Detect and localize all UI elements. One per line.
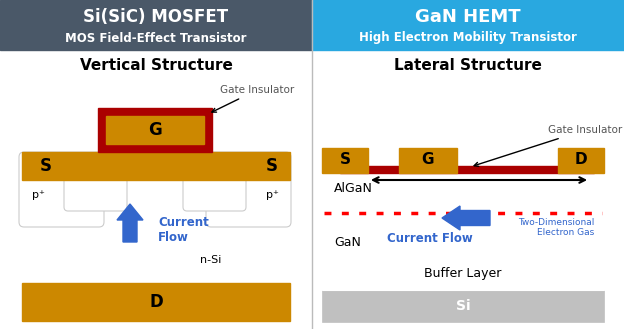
Text: Gate Insulator: Gate Insulator (212, 85, 295, 112)
Bar (106, 116, 204, 144)
Text: Lateral Structure: Lateral Structure (394, 58, 542, 72)
Bar (558, 148, 604, 173)
Bar (98, 108, 212, 152)
Text: Vertical Structure: Vertical Structure (80, 58, 232, 72)
FancyBboxPatch shape (206, 152, 291, 227)
Text: S: S (339, 153, 351, 167)
Bar (322, 258, 604, 290)
Bar (0, 0, 312, 50)
Text: D: D (149, 293, 163, 311)
Text: D: D (575, 153, 587, 167)
Text: p⁺: p⁺ (266, 190, 278, 200)
Text: n⁺: n⁺ (89, 170, 102, 180)
FancyBboxPatch shape (64, 153, 127, 211)
Text: High Electron Mobility Transistor: High Electron Mobility Transistor (359, 32, 577, 44)
Text: Current
Flow: Current Flow (158, 216, 209, 244)
Text: AlGaN: AlGaN (334, 182, 373, 194)
FancyBboxPatch shape (183, 153, 246, 211)
FancyArrow shape (442, 206, 490, 230)
Text: Buffer Layer: Buffer Layer (424, 267, 502, 281)
Bar (22, 152, 290, 180)
Text: S: S (266, 157, 278, 175)
Text: Gate Insulator: Gate Insulator (474, 125, 622, 166)
Text: n⁺: n⁺ (208, 170, 220, 180)
Bar (340, 166, 594, 173)
Text: G: G (148, 121, 162, 139)
Text: Si(SiC) MOSFET: Si(SiC) MOSFET (84, 8, 228, 26)
Bar (322, 290, 604, 322)
Bar (399, 148, 457, 173)
Text: p⁺: p⁺ (32, 190, 44, 200)
Text: Two-Dimensional
Electron Gas: Two-Dimensional Electron Gas (518, 218, 594, 238)
FancyArrow shape (117, 204, 143, 242)
Text: Si: Si (456, 299, 470, 313)
Bar (312, 0, 624, 50)
Text: G: G (422, 153, 434, 167)
Bar (22, 283, 290, 321)
Bar (322, 172, 604, 210)
Text: S: S (40, 157, 52, 175)
Bar (322, 148, 368, 173)
Text: GaN: GaN (334, 236, 361, 248)
Text: Current Flow: Current Flow (387, 232, 473, 244)
FancyBboxPatch shape (19, 152, 104, 227)
Bar (22, 155, 290, 283)
Text: n-Si: n-Si (200, 255, 222, 265)
Text: MOS Field-Effect Transistor: MOS Field-Effect Transistor (66, 32, 246, 44)
Bar (322, 210, 604, 258)
Text: GaN HEMT: GaN HEMT (415, 8, 521, 26)
